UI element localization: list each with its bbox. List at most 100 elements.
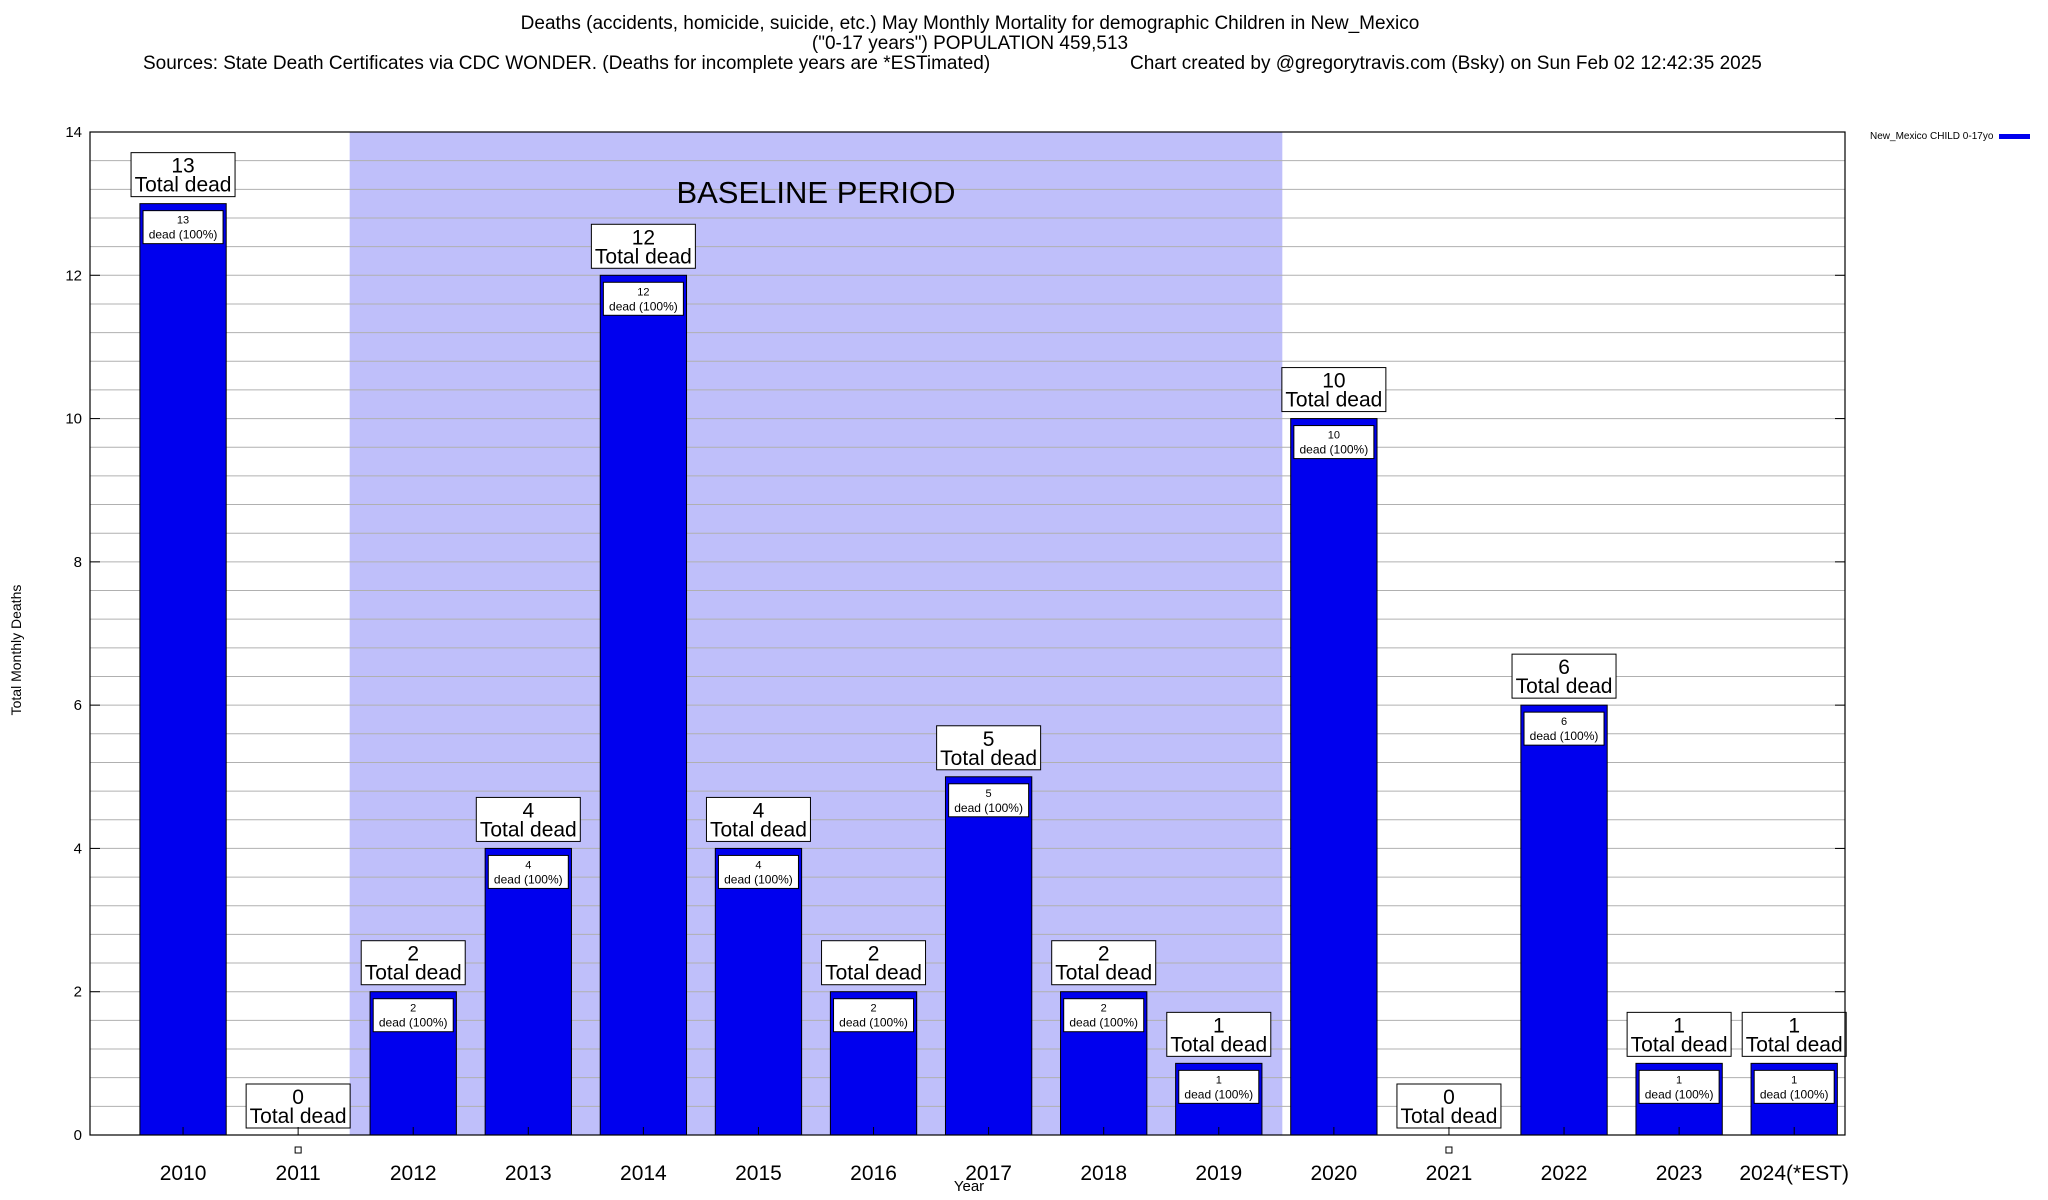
- total-count-label: 0: [1443, 1086, 1455, 1109]
- bar: [599, 274, 688, 1136]
- x-tick-label: 2013: [505, 1162, 552, 1185]
- bar: [944, 776, 1033, 1136]
- total-count-label: 1: [1788, 1014, 1800, 1037]
- bar-inner-count: 4: [755, 859, 761, 871]
- x-tick-label: 2024(*EST): [1739, 1162, 1849, 1185]
- y-axis-label: Total Monthly Deaths: [8, 584, 24, 716]
- bar-inner-label-box: [1523, 711, 1605, 746]
- bar-inner-count: 2: [410, 1003, 416, 1015]
- total-label-box: [1166, 1011, 1272, 1057]
- x-tick-label: 2016: [850, 1162, 897, 1185]
- bar-inner-count: 6: [1561, 716, 1567, 728]
- bar-inner-label: dead (100%): [839, 1016, 908, 1030]
- total-dead-label: Total dead: [250, 1105, 347, 1128]
- total-dead-label: Total dead: [1746, 1033, 1843, 1056]
- bar-inner-count: 12: [637, 286, 649, 298]
- y-tick-label: 2: [74, 984, 82, 1001]
- total-count-label: 13: [171, 155, 194, 178]
- bar: [139, 203, 227, 1136]
- chart-title: Deaths (accidents, homicide, suicide, et…: [520, 13, 1420, 34]
- x-tick-label: 2010: [160, 1162, 207, 1185]
- bar-inner-label: dead (100%): [609, 299, 678, 313]
- y-tick-label: 4: [74, 840, 82, 857]
- bar-inner-label-box: [142, 210, 224, 245]
- bar-inner-label-box: [948, 783, 1030, 818]
- bar-inner-label-box: [1638, 1069, 1720, 1104]
- y-tick-label: 14: [65, 124, 82, 141]
- bar-inner-label: dead (100%): [149, 228, 218, 242]
- x-tick-label: 2020: [1311, 1162, 1358, 1185]
- bar-inner-label: dead (100%): [494, 872, 563, 886]
- total-dead-label: Total dead: [365, 962, 462, 985]
- total-count-label: 5: [983, 728, 995, 751]
- total-dead-label: Total dead: [1170, 1033, 1267, 1056]
- total-dead-label: Total dead: [710, 818, 807, 841]
- x-tick-label: 2022: [1541, 1162, 1588, 1185]
- zero-marker: [294, 1146, 302, 1154]
- total-label-box: [1281, 367, 1387, 413]
- total-label-box: [1626, 1011, 1732, 1057]
- y-tick-label: 0: [74, 1127, 82, 1144]
- total-dead-label: Total dead: [825, 962, 922, 985]
- x-tick-label: 2023: [1656, 1162, 1703, 1185]
- total-dead-label: Total dead: [1285, 389, 1382, 412]
- baseline-period-label: BASELINE PERIOD: [676, 175, 955, 210]
- bar-inner-label: dead (100%): [1184, 1087, 1253, 1101]
- total-label-box: [1741, 1011, 1847, 1057]
- bar-inner-count: 13: [177, 215, 189, 227]
- bar-inner-label-box: [1293, 425, 1375, 460]
- bar-inner-count: 4: [525, 859, 531, 871]
- x-tick-label: 2015: [735, 1162, 782, 1185]
- bar-inner-label: dead (100%): [1300, 443, 1369, 457]
- y-tick-label: 12: [65, 267, 82, 284]
- legend-swatch: [1999, 134, 2031, 139]
- chart-sources: Sources: State Death Certificates via CD…: [143, 53, 991, 74]
- total-dead-label: Total dead: [135, 174, 232, 197]
- total-count-label: 0: [292, 1086, 304, 1109]
- bar-inner-label-box: [1178, 1069, 1260, 1104]
- bar-inner-label: dead (100%): [1760, 1087, 1829, 1101]
- total-count-label: 1: [1673, 1014, 1685, 1037]
- bar-inner-label: dead (100%): [1069, 1016, 1138, 1030]
- x-tick-label: 2018: [1080, 1162, 1127, 1185]
- y-tick-label: 10: [65, 411, 82, 428]
- total-label-box: [1396, 1083, 1502, 1129]
- total-label-box: [130, 152, 236, 198]
- bar: [1520, 704, 1608, 1136]
- total-label-box: [821, 940, 927, 986]
- bar-inner-label-box: [1753, 1069, 1835, 1104]
- total-label-box: [245, 1083, 351, 1129]
- x-tick-label: 2012: [390, 1162, 437, 1185]
- total-count-label: 2: [868, 943, 880, 966]
- bar-inner-label: dead (100%): [724, 872, 793, 886]
- plot-frame: [89, 131, 1846, 1136]
- bar-inner-label: dead (100%): [1530, 729, 1599, 743]
- bar-inner-label-box: [372, 998, 454, 1033]
- total-count-label: 2: [407, 943, 419, 966]
- total-count-label: 4: [753, 799, 765, 822]
- total-count-label: 6: [1558, 656, 1570, 679]
- x-tick-label: 2014: [620, 1162, 667, 1185]
- zero-marker: [1445, 1146, 1453, 1154]
- x-axis-label: Year: [953, 1178, 985, 1195]
- x-tick-label: 2017: [965, 1162, 1012, 1185]
- bar-inner-count: 1: [1216, 1074, 1222, 1086]
- total-label-box: [590, 223, 696, 269]
- x-tick-label: 2019: [1195, 1162, 1242, 1185]
- legend: New_Mexico CHILD 0-17yo: [1870, 131, 2031, 142]
- bar-inner-count: 10: [1328, 430, 1340, 442]
- bar-inner-count: 2: [1101, 1003, 1107, 1015]
- legend-label: New_Mexico CHILD 0-17yo: [1870, 131, 1994, 142]
- bar-inner-label: dead (100%): [954, 801, 1023, 815]
- total-dead-label: Total dead: [1400, 1105, 1497, 1128]
- total-label-box: [475, 796, 581, 842]
- total-label-box: [1511, 653, 1617, 699]
- bar-inner-count: 1: [1676, 1074, 1682, 1086]
- bar-inner-count: 1: [1791, 1074, 1797, 1086]
- y-tick-label: 6: [74, 697, 82, 714]
- total-count-label: 1: [1213, 1014, 1225, 1037]
- chart-credit: Chart created by @gregorytravis.com (Bsk…: [1130, 53, 1762, 74]
- total-count-label: 2: [1098, 943, 1110, 966]
- bar: [1290, 418, 1378, 1136]
